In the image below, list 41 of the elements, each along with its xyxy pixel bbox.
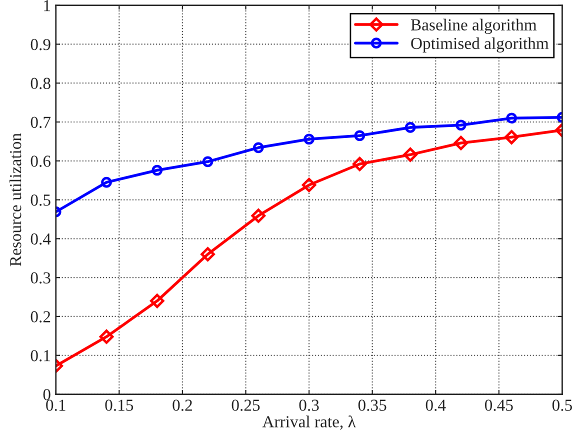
point: [302, 178, 316, 192]
y-tick-label: 1: [44, 0, 50, 12]
x-tick-label: 0.45: [484, 400, 513, 411]
y-tick-label: 0.3: [30, 272, 50, 284]
y-tick-label: 0.4: [30, 233, 51, 245]
y-tick-label: 0.1: [30, 350, 50, 362]
x-tick-label: 0.4: [426, 400, 446, 411]
point: [304, 134, 314, 145]
point: [354, 130, 366, 142]
point: [506, 112, 517, 124]
point: [152, 164, 163, 176]
point: [454, 136, 468, 150]
point: [251, 208, 266, 223]
x-tick-label: 0.35: [358, 400, 386, 411]
x-axis-title: Arrival rate, λ: [262, 415, 356, 430]
y-tick-label: 0.6: [30, 156, 51, 167]
point: [200, 247, 215, 262]
x-tick-label: 0.25: [232, 400, 260, 411]
y-tick-label: 0.5: [30, 194, 50, 206]
y-tick-label: 0.8: [30, 78, 50, 90]
point: [150, 294, 164, 308]
x-tick-label: 0.5: [552, 400, 572, 411]
point: [404, 122, 416, 133]
point: [403, 148, 418, 162]
y-tick-label: 0: [43, 388, 50, 400]
legend-label: Baseline algorithm: [410, 18, 537, 34]
x-tick-label: 0.15: [105, 400, 134, 411]
y-tick-label: 0.7: [30, 116, 51, 128]
point: [101, 176, 112, 188]
legend-label: Optimised algorithm: [411, 37, 549, 53]
x-tick-label: 0.2: [172, 400, 192, 411]
point: [252, 142, 264, 154]
point: [456, 120, 466, 131]
y-axis-title: Resource utilization: [10, 133, 22, 266]
point: [504, 130, 519, 144]
y-tick-label: 0.2: [30, 311, 50, 322]
point: [99, 330, 114, 344]
y-tick-label: 0.9: [30, 38, 50, 50]
x-tick-label: 0.3: [299, 400, 319, 411]
point: [352, 156, 367, 172]
point: [202, 156, 214, 168]
